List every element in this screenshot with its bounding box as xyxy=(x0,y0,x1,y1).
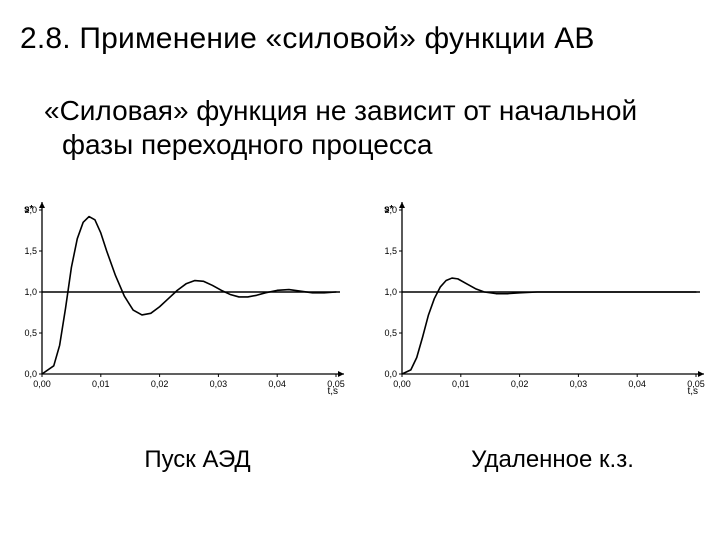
chart-left-wrap: 0,00,51,01,52,00,000,010,020,030,040,05s… xyxy=(10,198,350,398)
svg-text:1,0: 1,0 xyxy=(24,287,37,297)
slide: 2.8. Применение «силовой» функции АВ «Си… xyxy=(0,0,720,540)
svg-text:s*: s* xyxy=(24,204,34,215)
caption-left: Пуск АЭД xyxy=(0,446,365,474)
svg-text:0,01: 0,01 xyxy=(92,379,110,389)
captions-row: Пуск АЭД Удаленное к.з. xyxy=(0,446,720,474)
svg-text:t,s: t,s xyxy=(687,386,698,397)
charts-row: 0,00,51,01,52,00,000,010,020,030,040,05s… xyxy=(10,198,710,398)
svg-text:0,5: 0,5 xyxy=(384,328,397,338)
caption-right: Удаленное к.з. xyxy=(365,446,720,474)
chart-right: 0,00,51,01,52,00,000,010,020,030,040,05s… xyxy=(370,198,710,398)
svg-text:0,04: 0,04 xyxy=(628,379,646,389)
svg-text:0,03: 0,03 xyxy=(570,379,588,389)
svg-text:0,02: 0,02 xyxy=(511,379,529,389)
slide-subtitle: «Силовая» функция не зависит от начально… xyxy=(44,94,696,162)
svg-text:1,5: 1,5 xyxy=(384,246,397,256)
svg-text:0,00: 0,00 xyxy=(33,379,51,389)
svg-text:0,01: 0,01 xyxy=(452,379,470,389)
svg-text:1,0: 1,0 xyxy=(384,287,397,297)
svg-text:0,00: 0,00 xyxy=(393,379,411,389)
svg-text:0,02: 0,02 xyxy=(151,379,169,389)
svg-text:0,04: 0,04 xyxy=(268,379,286,389)
svg-text:0,0: 0,0 xyxy=(24,369,37,379)
svg-text:0,03: 0,03 xyxy=(210,379,228,389)
slide-title: 2.8. Применение «силовой» функции АВ xyxy=(20,22,710,57)
chart-right-wrap: 0,00,51,01,52,00,000,010,020,030,040,05s… xyxy=(370,198,710,398)
svg-text:1,5: 1,5 xyxy=(24,246,37,256)
chart-left: 0,00,51,01,52,00,000,010,020,030,040,05s… xyxy=(10,198,350,398)
svg-text:0,5: 0,5 xyxy=(24,328,37,338)
svg-text:t,s: t,s xyxy=(327,386,338,397)
svg-text:s*: s* xyxy=(384,204,394,215)
svg-text:0,0: 0,0 xyxy=(384,369,397,379)
